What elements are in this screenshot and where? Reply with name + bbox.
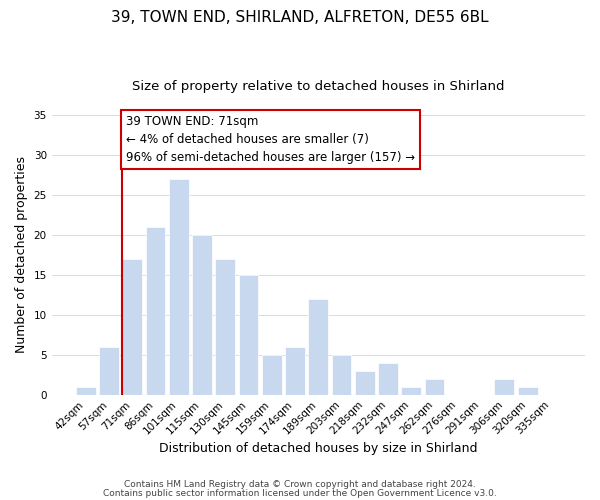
Bar [355,370,375,394]
Text: Contains HM Land Registry data © Crown copyright and database right 2024.: Contains HM Land Registry data © Crown c… [124,480,476,489]
Bar [425,378,445,394]
Bar [215,259,235,394]
Bar [122,259,142,394]
Bar [99,347,119,395]
Bar [401,386,421,394]
X-axis label: Distribution of detached houses by size in Shirland: Distribution of detached houses by size … [159,442,478,455]
Bar [192,235,212,394]
Bar [518,386,538,394]
Bar [169,179,188,394]
Title: Size of property relative to detached houses in Shirland: Size of property relative to detached ho… [132,80,505,93]
Bar [308,299,328,394]
Bar [285,347,305,395]
Bar [378,363,398,394]
Bar [146,227,166,394]
Text: 39, TOWN END, SHIRLAND, ALFRETON, DE55 6BL: 39, TOWN END, SHIRLAND, ALFRETON, DE55 6… [111,10,489,25]
Bar [494,378,514,394]
Bar [332,355,352,395]
Text: Contains public sector information licensed under the Open Government Licence v3: Contains public sector information licen… [103,489,497,498]
Text: 39 TOWN END: 71sqm
← 4% of detached houses are smaller (7)
96% of semi-detached : 39 TOWN END: 71sqm ← 4% of detached hous… [126,115,415,164]
Bar [76,386,95,394]
Bar [262,355,282,395]
Y-axis label: Number of detached properties: Number of detached properties [15,156,28,354]
Bar [239,275,259,394]
